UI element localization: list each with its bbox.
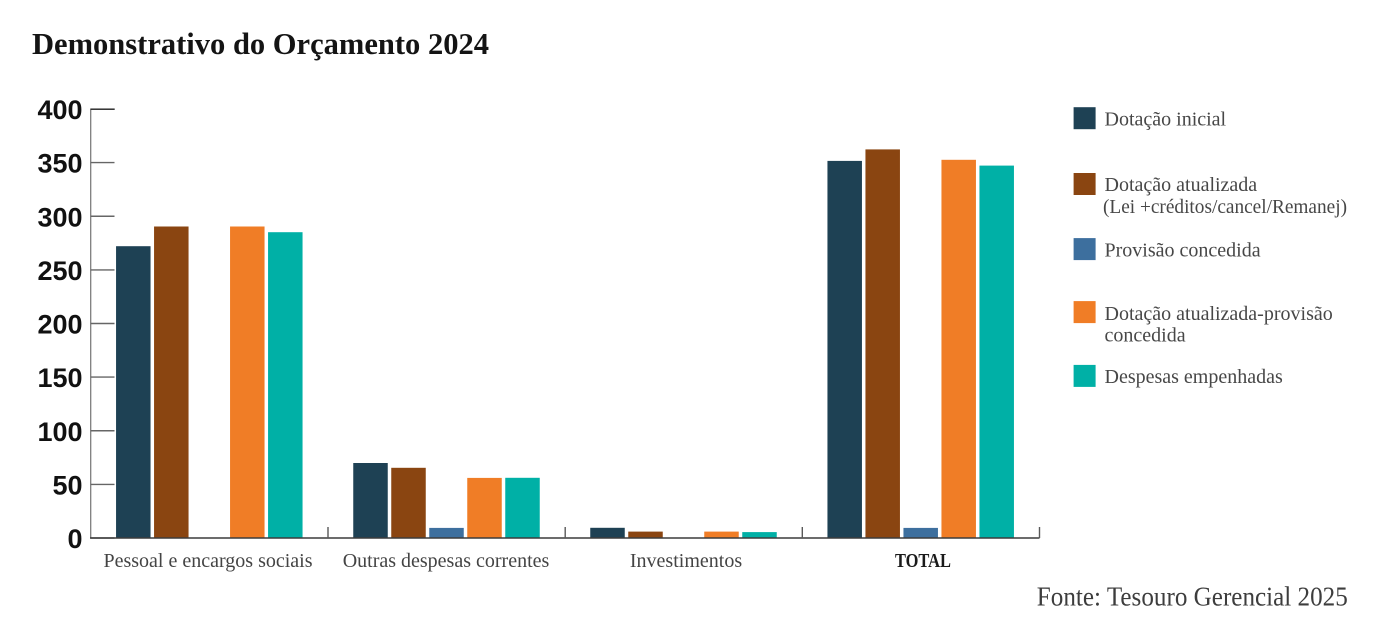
svg-text:0: 0: [67, 524, 82, 554]
svg-text:50: 50: [52, 470, 82, 500]
svg-text:400: 400: [37, 95, 82, 125]
svg-text:200: 200: [37, 310, 82, 340]
svg-text:TOTAL: TOTAL: [895, 550, 951, 572]
svg-text:Investimentos: Investimentos: [630, 550, 742, 572]
svg-text:Dotação atualizada-provisão: Dotação atualizada-provisão: [1105, 303, 1333, 325]
svg-text:Demonstrativo do Orçamento 202: Demonstrativo do Orçamento 2024: [32, 26, 489, 61]
svg-text:Dotação atualizada: Dotação atualizada: [1105, 174, 1258, 196]
svg-text:concedida: concedida: [1105, 324, 1186, 346]
svg-text:Provisão concedida: Provisão concedida: [1105, 239, 1261, 261]
svg-text:Dotação inicial: Dotação inicial: [1105, 108, 1227, 130]
svg-text:(Lei +créditos/cancel/Remanej): (Lei +créditos/cancel/Remanej): [1103, 196, 1347, 218]
svg-text:Despesas empenhadas: Despesas empenhadas: [1105, 366, 1283, 388]
svg-text:100: 100: [37, 417, 82, 447]
svg-text:250: 250: [37, 256, 82, 286]
svg-text:300: 300: [37, 202, 82, 232]
svg-text:150: 150: [37, 363, 82, 393]
svg-text:350: 350: [37, 149, 82, 179]
svg-text:Outras despesas correntes: Outras despesas correntes: [343, 550, 550, 572]
svg-text:Fonte: Tesouro Gerencial 2025: Fonte: Tesouro Gerencial 2025: [1037, 581, 1348, 611]
svg-text:Pessoal e encargos sociais: Pessoal e encargos sociais: [103, 550, 312, 572]
